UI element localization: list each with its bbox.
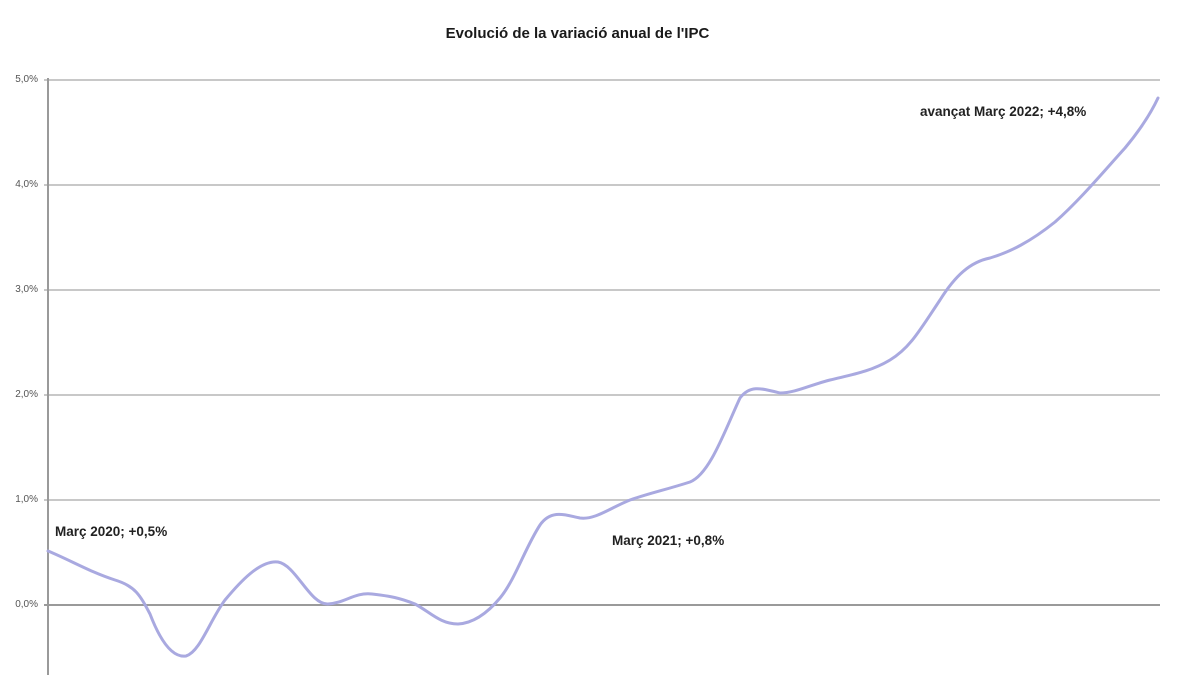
y-tick-label: 1,0% [15, 494, 38, 505]
y-tick-label: 5,0% [15, 74, 38, 85]
chart-title: Evolució de la variació anual de l'IPC [445, 25, 710, 42]
annotation-march-2020: Març 2020; +0,5% [55, 524, 168, 539]
y-tick-label: 2,0% [15, 389, 38, 400]
annotation-march-2022: avançat Març 2022; +4,8% [920, 104, 1087, 119]
y-tick-label: 4,0% [15, 179, 38, 190]
y-tick-label: 3,0% [15, 284, 38, 295]
ipc-series-line [46, 96, 1160, 658]
annotation-march-2021: Març 2021; +0,8% [612, 533, 725, 548]
gridlines [44, 79, 1160, 501]
y-tick-label: 0,0% [15, 599, 38, 610]
